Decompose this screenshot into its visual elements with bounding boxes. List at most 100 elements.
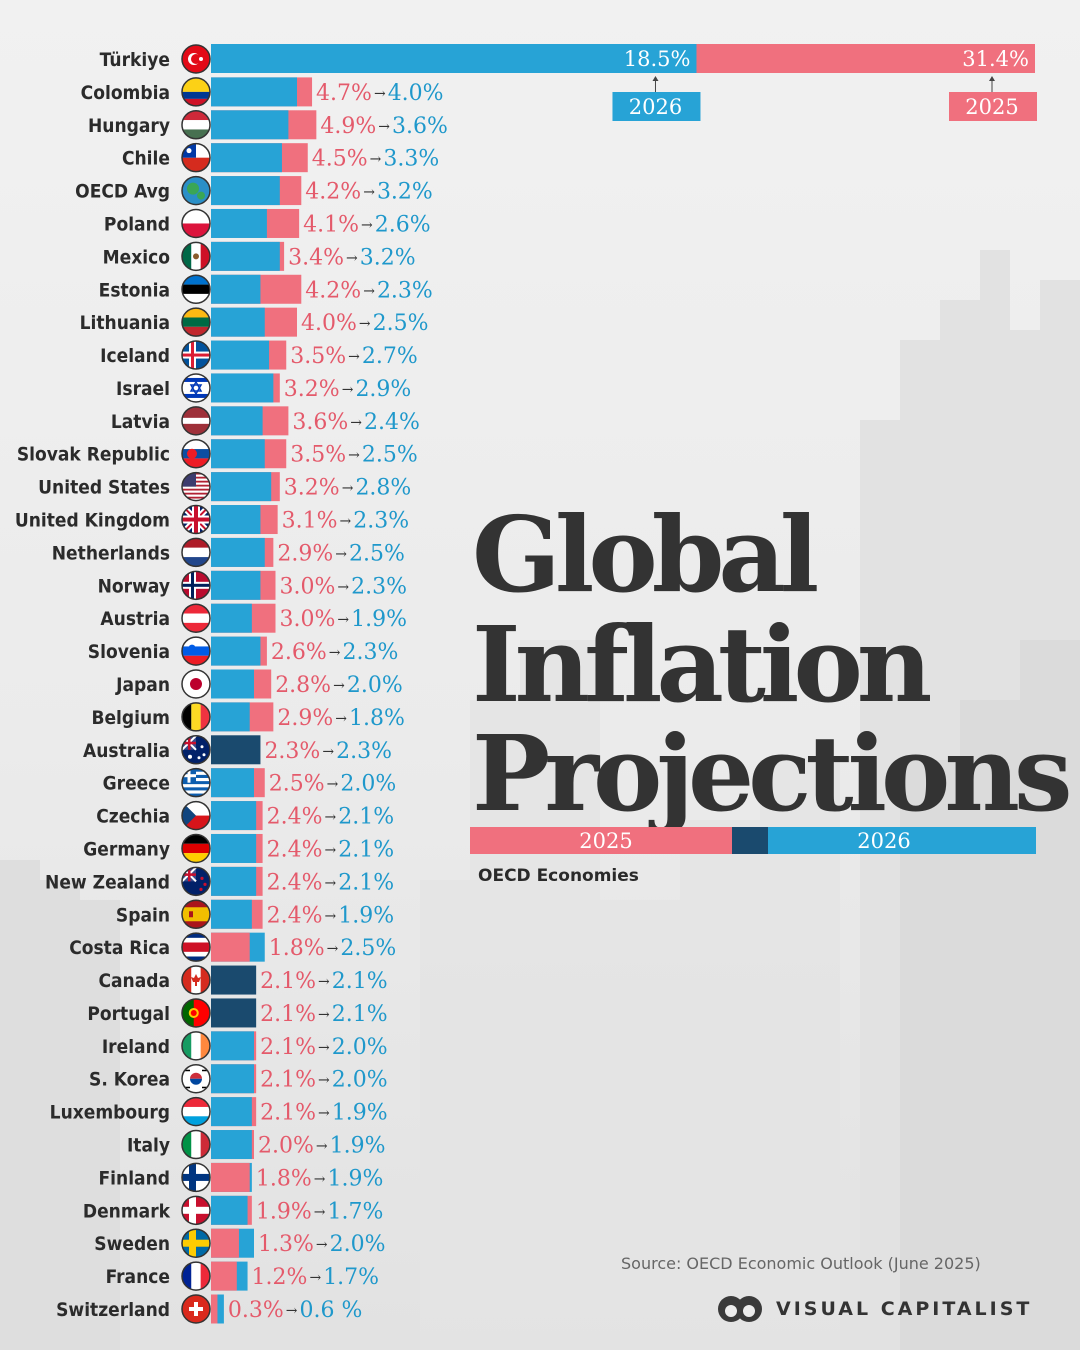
flag-part (200, 242, 210, 271)
chart-row-estonia: Estonia 4.2% →2.3% (99, 274, 433, 305)
flag-part (182, 353, 210, 357)
flag-part (182, 1173, 210, 1181)
chart-row-belgium: Belgium 2.9% →1.8% (91, 702, 405, 732)
arrow-glyph: → (327, 777, 339, 793)
arrow-glyph: → (335, 711, 347, 727)
value-2025: 4.7% (316, 81, 372, 106)
arrow-glyph: → (325, 908, 337, 924)
country-label: Ireland (102, 1036, 170, 1058)
value-2026: 3.2% (377, 180, 433, 205)
flag-part (182, 498, 210, 501)
value-2026: 2.5% (362, 443, 418, 468)
flag-fill (182, 1295, 210, 1323)
value-labels: 3.2% →2.8% (284, 476, 412, 501)
bar-2026 (211, 176, 280, 206)
flag-fill (182, 571, 210, 600)
value-2025: 3.2% (284, 476, 340, 501)
bar-2026 (211, 307, 265, 337)
arrow-glyph: → (348, 349, 360, 365)
new-zealand-flag (181, 866, 211, 897)
value-2026: 2.4% (364, 410, 420, 435)
flag-fill (182, 176, 210, 205)
flag-border (181, 438, 211, 469)
value-2026: 2.5% (373, 311, 429, 336)
flag-part (202, 1069, 207, 1072)
country-label: Norway (98, 575, 170, 597)
chart-row-italy: Italy 2.0% →1.9% (127, 1129, 386, 1160)
value-2026: 2.9% (355, 377, 411, 402)
chart-row-portugal: Portugal 2.1% →2.1% (87, 998, 388, 1028)
estonia-flag (181, 274, 211, 305)
value-2025: 4.2% (305, 278, 361, 303)
value-2025: 4.2% (305, 180, 361, 205)
value-2026: 3.2% (360, 245, 416, 270)
value-2026: 2.0% (340, 772, 396, 797)
value-2025: 2.4% (267, 903, 323, 928)
country-label: Mexico (103, 246, 171, 268)
flag-part (182, 439, 210, 450)
flag-fill (182, 768, 210, 797)
flag-fill (182, 702, 210, 731)
flag-part (182, 557, 210, 567)
flag-part (182, 308, 210, 318)
country-label: Canada (98, 970, 170, 992)
value-labels: 2.8% →2.0% (275, 673, 403, 698)
flag-fill (182, 998, 210, 1027)
flag-part (182, 907, 210, 922)
bar-2026 (211, 801, 257, 831)
value-labels: 4.2% →3.2% (305, 180, 433, 205)
flag-fill (182, 505, 210, 534)
value-labels: 3.4% →3.2% (288, 245, 416, 270)
slovenia-flag (181, 636, 211, 666)
value-2025: 1.9% (256, 1199, 312, 1224)
flag-part (190, 678, 202, 690)
chart-row-t-rkiye: Türkiye 18.5% 31.4% 2026 2025 (100, 44, 1037, 121)
germany-flag (181, 833, 211, 864)
value-labels: 2.1% →2.1% (260, 1002, 388, 1027)
flag-part (200, 745, 204, 749)
arrow-glyph: → (318, 974, 330, 990)
value-labels: 3.2% →2.9% (284, 377, 412, 402)
chart-row-poland: Poland 4.1% →2.6% (104, 208, 431, 239)
flag-fill (182, 1229, 210, 1258)
bar-2026 (211, 1097, 252, 1127)
flag-border (181, 208, 211, 239)
country-label: S. Korea (89, 1069, 170, 1091)
flag-fill (182, 1031, 210, 1060)
flag-part (182, 284, 210, 294)
value-labels: 3.6% →2.4% (292, 410, 420, 435)
country-label: Slovak Republic (17, 444, 170, 466)
legend-label-2025: 2025 (579, 829, 632, 853)
flag-border (181, 44, 211, 74)
flag-part (186, 148, 192, 154)
bar-2026 (211, 702, 250, 732)
norway-flag (181, 570, 211, 601)
value-2025: 2.6% (271, 640, 327, 665)
arrow-glyph: → (363, 185, 375, 201)
arrow-glyph: → (314, 1204, 326, 1220)
bar-2026 (211, 1130, 252, 1160)
value-2025: 2.1% (260, 1068, 316, 1093)
flag-fill (182, 341, 210, 370)
arrow-glyph: → (370, 152, 382, 168)
country-label: Austria (100, 608, 170, 630)
flag-part (182, 604, 210, 614)
portugal-flag (181, 998, 211, 1028)
flag-part (182, 209, 210, 224)
value-2026: 2.7% (362, 344, 418, 369)
flag-part (182, 966, 192, 995)
value-labels: 0.3% →0.6 % (228, 1298, 363, 1323)
flag-part (182, 583, 210, 587)
value-2025: 2.4% (267, 870, 323, 895)
callout-arrow-2026 (652, 76, 659, 81)
value-2026: 1.8% (349, 706, 405, 731)
chart-row-colombia: Colombia 4.7% →4.0% (81, 77, 444, 107)
flag-fill (182, 406, 210, 435)
arrow-glyph: → (361, 217, 373, 233)
value-labels: 4.2% →2.3% (305, 278, 433, 303)
value-labels: 2.9% →1.8% (277, 706, 405, 731)
country-label: France (106, 1266, 170, 1288)
bar-2026 (211, 44, 697, 73)
flag-border (181, 142, 211, 173)
denmark-flag (181, 1195, 211, 1226)
